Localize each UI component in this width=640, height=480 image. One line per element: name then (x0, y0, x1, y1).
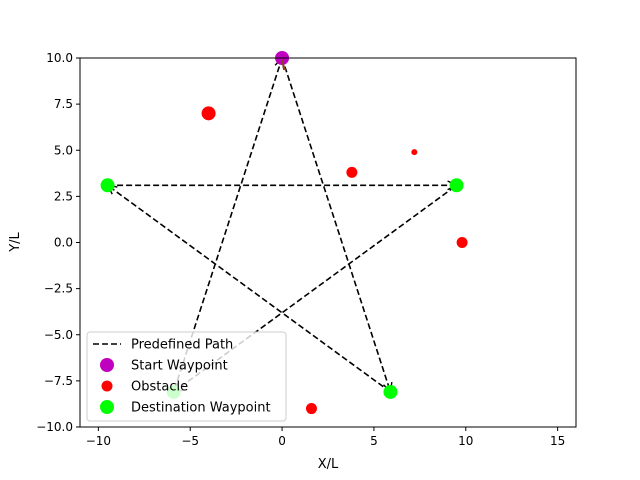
obstacle-point (346, 166, 358, 178)
y-tick-label: −5.0 (44, 328, 73, 342)
y-tick-label: −10.0 (36, 420, 73, 434)
x-axis-label: X/L (318, 457, 339, 472)
y-tick-label: 2.5 (54, 189, 73, 203)
legend-box (86, 331, 287, 422)
y-axis-label: Y/L (8, 231, 23, 252)
legend-point-swatch (100, 400, 114, 414)
obstacle-point (201, 106, 216, 121)
x-tick-label: 0 (278, 434, 286, 448)
obstacle-point (411, 149, 418, 156)
legend-label: Obstacle (131, 380, 188, 395)
legend-label: Predefined Path (131, 338, 233, 353)
axes: −10 −5 0 5 10 15 −10.0 −7.5 −5.0 −2.5 0.0 2.5 5.0 7.5… (36, 51, 577, 448)
destination-waypoint-point (383, 384, 398, 399)
start-heading-marker (281, 56, 287, 70)
legend-label: Destination Waypoint (131, 401, 271, 416)
obstacle-point (456, 237, 468, 248)
y-tick-label: 5.0 (54, 143, 73, 157)
y-tick-label: 0.0 (54, 236, 73, 250)
obstacle-point (305, 403, 317, 415)
legend-label: Start Waypoint (131, 359, 228, 374)
y-tick-label: 7.5 (54, 97, 73, 111)
x-tick-label: 5 (370, 434, 378, 448)
legend-point-swatch (101, 380, 113, 392)
y-tick-label: −7.5 (44, 374, 73, 388)
x-tick-label: −5 (181, 434, 199, 448)
y-tick-label: −2.5 (44, 282, 73, 296)
legend-point-swatch (100, 358, 114, 372)
x-tick-label: 10 (458, 434, 473, 448)
destination-waypoint-point (100, 178, 115, 193)
plot-area (100, 51, 468, 415)
x-tick-label: 15 (550, 434, 565, 448)
destination-waypoint-point (449, 178, 464, 193)
x-tick-label: −10 (86, 434, 111, 448)
legend: Predefined Path Start Waypoint Obstacle Des… (86, 331, 287, 422)
y-tick-label: 10.0 (46, 51, 73, 65)
